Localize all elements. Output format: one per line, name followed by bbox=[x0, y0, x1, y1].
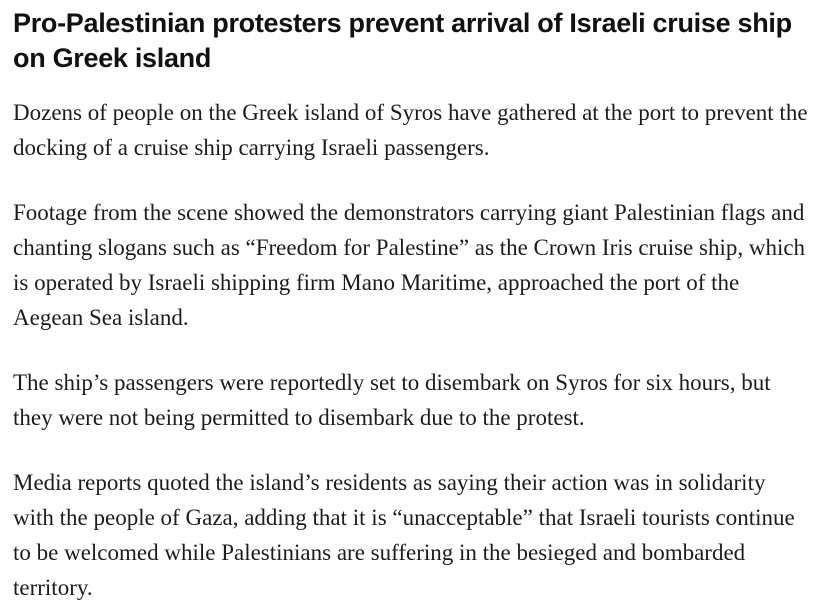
article-headline: Pro-Palestinian protesters prevent arriv… bbox=[13, 8, 792, 74]
article-paragraph-1: Dozens of people on the Greek island of … bbox=[13, 100, 808, 161]
article-paragraph-4: Media reports quoted the island’s reside… bbox=[13, 470, 795, 601]
article-paragraph-2: Footage from the scene showed the demons… bbox=[13, 200, 806, 331]
article-paragraph-3: The ship’s passengers were reportedly se… bbox=[13, 370, 771, 431]
